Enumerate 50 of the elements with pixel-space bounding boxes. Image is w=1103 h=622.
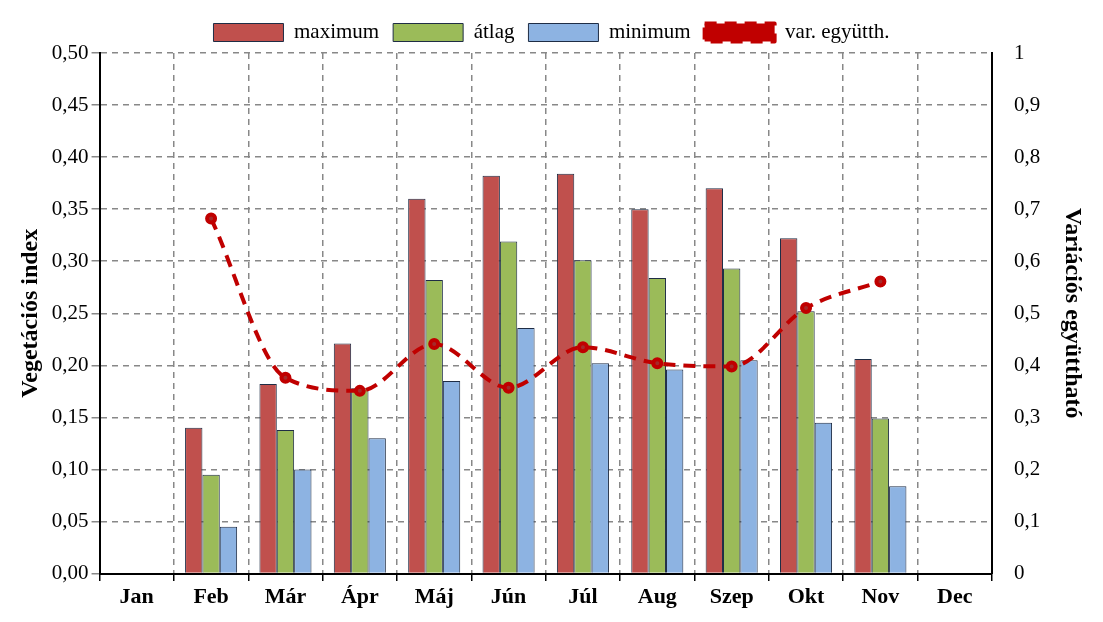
legend-label: átlag (473, 19, 515, 44)
point (725, 360, 738, 373)
y2-tick-label: 0,2 (1013, 456, 1041, 480)
legend-label: minimum (608, 19, 691, 44)
x-tick-label: Már (264, 583, 307, 609)
y-tick-label: 0,40 (51, 143, 89, 168)
y2-tick-label: 0,8 (1013, 143, 1041, 168)
x-tick-label: Ápr (340, 583, 380, 609)
legend-label: maximum (293, 19, 380, 44)
x-tick-label: Máj (414, 583, 454, 609)
point (205, 212, 218, 225)
point (874, 275, 887, 288)
y2-axis-title: Variációs együttható (1061, 208, 1088, 419)
y2-tick-label: 0,9 (1013, 91, 1041, 116)
legend-label: var. együtth. (785, 19, 890, 44)
y-tick-label: 0,25 (51, 299, 89, 324)
y-tick-label: 0,30 (51, 247, 89, 272)
y2-tick-label: 0,6 (1013, 247, 1041, 272)
y-axis-title: Vegetációs index (15, 228, 42, 398)
y2-tick-label: 0 (1013, 560, 1025, 585)
x-tick-label: Feb (193, 583, 229, 609)
point (279, 371, 292, 384)
y2-tick-label: 1 (1013, 39, 1025, 64)
x-tick-label: Okt (787, 583, 826, 609)
x-tick-label: Jún (490, 583, 527, 609)
x-tick-label: Dec (937, 583, 973, 609)
y-tick-label: 0,45 (51, 91, 89, 116)
y2-tick-label: 0,4 (1013, 351, 1041, 376)
y-tick-label: 0,50 (51, 39, 89, 64)
y-tick-label: 0,05 (51, 508, 89, 533)
x-tick-label: Aug (637, 583, 677, 609)
x-tick-label: Nov (861, 583, 900, 609)
x-tick-label: Szep (709, 583, 754, 609)
point (428, 338, 441, 351)
y2-tick-label: 0,3 (1013, 403, 1041, 428)
point (651, 357, 664, 370)
point (353, 384, 366, 397)
x-tick-label: Júl (568, 583, 598, 609)
y-tick-label: 0,15 (51, 403, 89, 428)
point (800, 302, 813, 315)
y-tick-label: 0,35 (51, 195, 89, 220)
y-tick-label: 0,20 (51, 351, 89, 376)
y2-tick-label: 0,7 (1013, 195, 1041, 220)
y2-tick-label: 0,5 (1013, 299, 1041, 324)
y2-tick-label: 0,1 (1013, 508, 1041, 533)
point (576, 341, 589, 354)
x-tick-label: Jan (119, 583, 154, 609)
point (502, 381, 515, 394)
y-tick-label: 0,10 (51, 456, 89, 480)
y-tick-label: 0,00 (51, 560, 89, 585)
